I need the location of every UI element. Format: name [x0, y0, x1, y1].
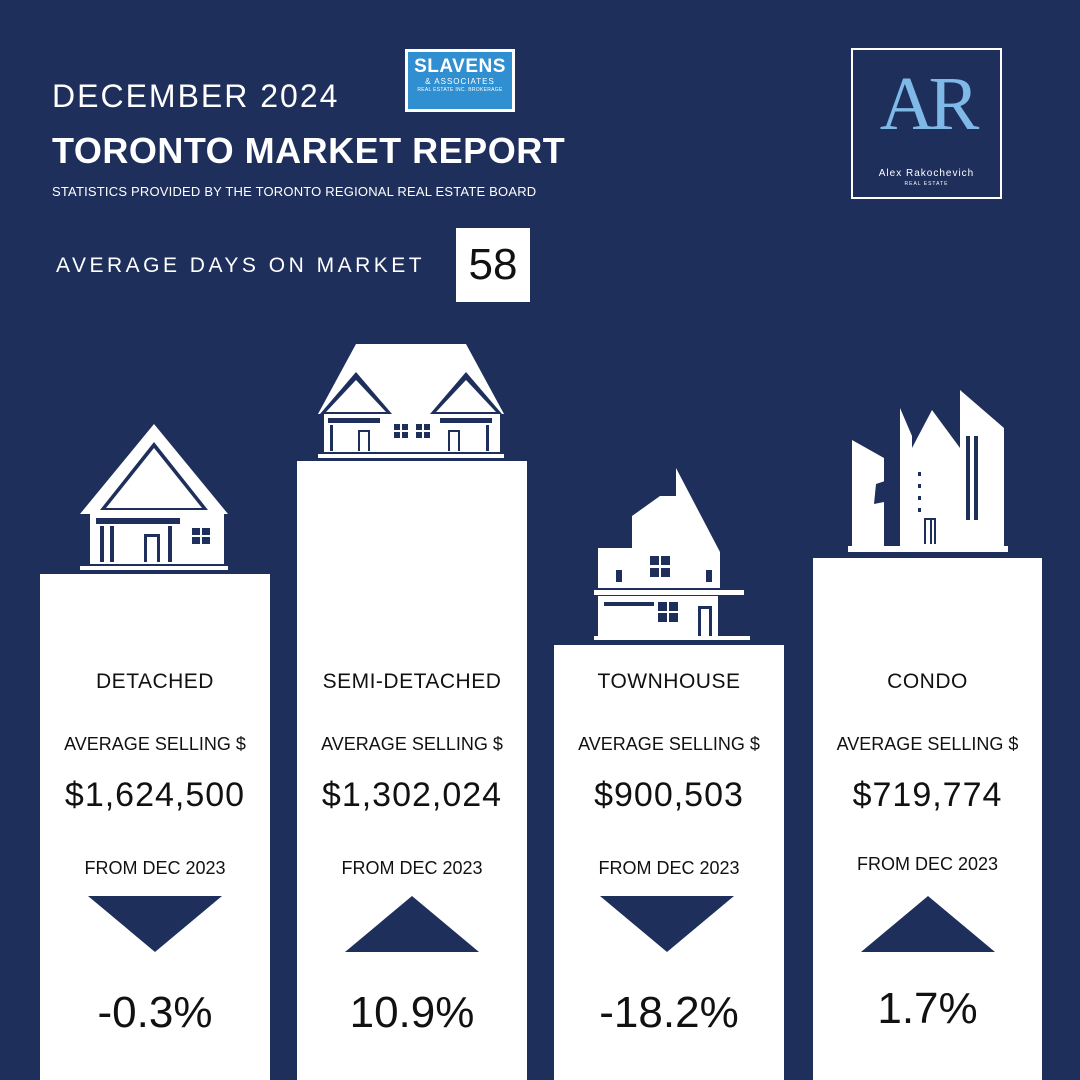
condo-building-icon [848, 390, 1008, 552]
agent-logo-sub: REAL ESTATE [904, 181, 949, 187]
brokerage-logo-sub2: REAL ESTATE INC. BROKERAGE [417, 87, 503, 93]
card-avg-label: AVERAGE SELLING $ [64, 734, 246, 754]
card-condo: CONDO AVERAGE SELLING $ $719,774 FROM DE… [813, 558, 1042, 1080]
card-from-label: FROM DEC 2023 [598, 858, 740, 878]
card-price: $719,774 [852, 776, 1003, 814]
brokerage-logo-name: SLAVENS [414, 56, 506, 77]
down-arrow-icon [88, 896, 222, 952]
card-change: 10.9% [349, 988, 475, 1037]
card-townhouse: TOWNHOUSE AVERAGE SELLING $ $900,503 FRO… [554, 645, 784, 1080]
card-avg-label: AVERAGE SELLING $ [578, 734, 760, 754]
up-arrow-icon [861, 896, 995, 952]
up-arrow-icon [345, 896, 479, 952]
card-type: SEMI-DETACHED [322, 670, 502, 693]
card-type: DETACHED [96, 670, 214, 693]
agent-logo: AR Alex Rakochevich REAL ESTATE [851, 48, 1002, 199]
down-arrow-icon [600, 896, 734, 952]
card-price: $900,503 [594, 776, 744, 814]
card-type: TOWNHOUSE [597, 670, 741, 693]
card-from-label: FROM DEC 2023 [341, 858, 483, 878]
brokerage-logo: SLAVENS & ASSOCIATES REAL ESTATE INC. BR… [405, 49, 515, 112]
card-from-label: FROM DEC 2023 [856, 854, 999, 874]
card-change: -0.3% [97, 988, 213, 1037]
agent-logo-mark: AR [879, 62, 980, 146]
card-type: CONDO [887, 670, 968, 693]
detached-house-icon [80, 424, 228, 570]
card-detached: DETACHED AVERAGE SELLING $ $1,624,500 FR… [40, 574, 270, 1080]
townhouse-icon [594, 468, 750, 640]
card-from-label: FROM DEC 2023 [84, 858, 226, 878]
report-date: DECEMBER 2024 [52, 78, 340, 114]
card-avg-label: AVERAGE SELLING $ [321, 734, 503, 754]
stats-source: STATISTICS PROVIDED BY THE TORONTO REGIO… [52, 184, 537, 199]
semi-detached-house-icon [318, 344, 504, 458]
card-semi-detached: SEMI-DETACHED AVERAGE SELLING $ $1,302,0… [297, 461, 527, 1080]
card-price: $1,302,024 [321, 776, 503, 814]
card-change: -18.2% [599, 988, 739, 1037]
card-price: $1,624,500 [64, 776, 246, 814]
days-on-market-label: AVERAGE DAYS ON MARKET [56, 254, 426, 277]
agent-logo-name: Alex Rakochevich [878, 168, 975, 179]
report-title: TORONTO MARKET REPORT [52, 130, 566, 171]
card-avg-label: AVERAGE SELLING $ [836, 734, 1019, 754]
brokerage-logo-sub: & ASSOCIATES [425, 77, 495, 86]
card-change: 1.7% [877, 984, 978, 1033]
days-on-market-value: 58 [456, 228, 530, 302]
